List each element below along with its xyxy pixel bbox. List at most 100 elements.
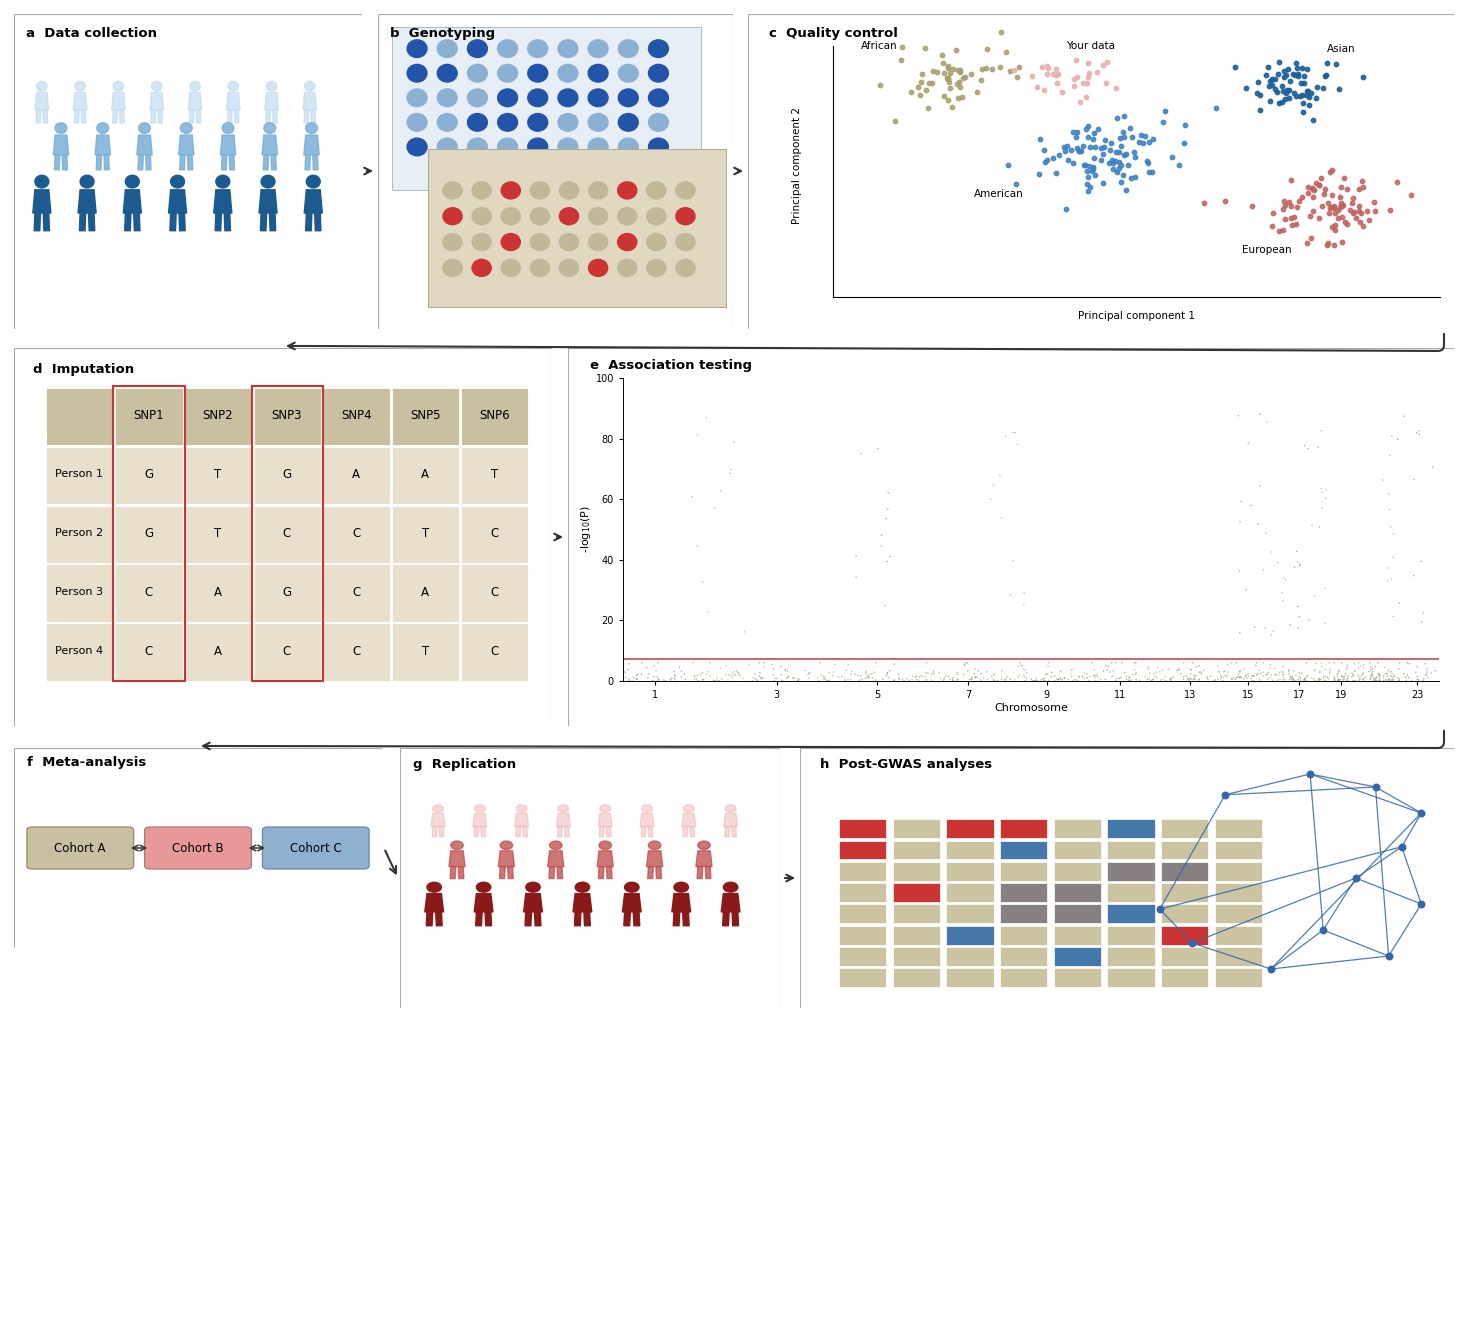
Circle shape — [170, 175, 185, 188]
Point — [1221, 668, 1245, 689]
Point — [953, 655, 976, 676]
Point — [1101, 660, 1124, 681]
Text: h  Post-GWAS analyses: h Post-GWAS analyses — [819, 758, 992, 771]
Point — [1308, 670, 1331, 691]
Point — [920, 670, 944, 691]
Point — [1248, 670, 1271, 691]
Point — [937, 69, 960, 90]
Point — [1348, 668, 1371, 689]
Point — [711, 668, 734, 689]
Point — [1004, 422, 1028, 443]
Circle shape — [618, 65, 639, 82]
Point — [1327, 79, 1351, 100]
FancyBboxPatch shape — [1161, 820, 1208, 838]
Point — [1277, 670, 1301, 691]
Point — [1160, 146, 1183, 167]
Polygon shape — [606, 826, 611, 837]
Point — [1022, 670, 1045, 691]
Text: G: G — [144, 527, 153, 539]
Point — [1279, 667, 1302, 688]
Point — [1227, 664, 1251, 685]
Point — [973, 57, 997, 78]
Point — [1387, 670, 1411, 691]
Point — [1314, 659, 1337, 680]
Point — [1064, 127, 1088, 148]
Point — [937, 58, 960, 79]
Point — [1351, 177, 1374, 198]
Point — [1252, 662, 1276, 683]
FancyBboxPatch shape — [47, 447, 113, 503]
Polygon shape — [258, 190, 277, 214]
Point — [1132, 132, 1155, 153]
Circle shape — [526, 882, 540, 892]
Point — [647, 668, 671, 689]
Point — [1381, 670, 1405, 691]
Point — [1267, 51, 1290, 72]
Point — [1111, 121, 1135, 142]
FancyBboxPatch shape — [1161, 862, 1208, 880]
Point — [1277, 659, 1301, 680]
Point — [1284, 664, 1308, 685]
Polygon shape — [565, 826, 570, 837]
Circle shape — [501, 841, 512, 850]
Circle shape — [589, 113, 608, 132]
Point — [963, 663, 986, 684]
Point — [1273, 194, 1296, 215]
Point — [1129, 125, 1152, 146]
Point — [981, 58, 1004, 79]
Point — [1334, 670, 1358, 691]
Text: G: G — [144, 468, 153, 481]
Point — [1151, 668, 1174, 689]
Point — [1227, 662, 1251, 683]
Point — [763, 668, 787, 689]
Polygon shape — [266, 109, 270, 123]
Point — [998, 584, 1022, 605]
Point — [898, 82, 922, 103]
Point — [1061, 659, 1085, 680]
Polygon shape — [188, 156, 192, 170]
Point — [1224, 652, 1248, 673]
Point — [1302, 668, 1326, 689]
FancyBboxPatch shape — [185, 623, 251, 680]
FancyBboxPatch shape — [947, 904, 994, 923]
Point — [1323, 195, 1346, 216]
Point — [713, 655, 737, 676]
Point — [769, 656, 793, 677]
Point — [1381, 667, 1405, 688]
Point — [1171, 652, 1195, 673]
Point — [1123, 652, 1147, 673]
Point — [948, 76, 972, 98]
FancyBboxPatch shape — [427, 149, 725, 307]
FancyBboxPatch shape — [1161, 925, 1208, 945]
Point — [1123, 146, 1147, 167]
Circle shape — [222, 123, 233, 133]
Point — [1179, 659, 1202, 680]
Point — [1330, 666, 1353, 687]
Point — [1298, 763, 1321, 784]
Point — [672, 663, 696, 684]
Point — [1409, 894, 1433, 915]
Point — [941, 58, 964, 79]
Circle shape — [498, 90, 518, 107]
Point — [1290, 57, 1314, 78]
Point — [762, 671, 785, 692]
Polygon shape — [216, 214, 222, 231]
Point — [1342, 666, 1365, 687]
Point — [1376, 663, 1399, 684]
Point — [1358, 210, 1381, 231]
Point — [1246, 514, 1270, 535]
Circle shape — [618, 138, 639, 156]
Point — [1305, 173, 1329, 194]
Polygon shape — [145, 156, 151, 170]
Point — [809, 652, 832, 673]
Point — [1381, 606, 1405, 627]
FancyBboxPatch shape — [392, 506, 459, 563]
Polygon shape — [75, 109, 79, 123]
Point — [969, 663, 992, 684]
Polygon shape — [273, 109, 277, 123]
Circle shape — [517, 805, 527, 812]
Circle shape — [498, 138, 518, 156]
Point — [1245, 664, 1268, 685]
Polygon shape — [498, 851, 514, 867]
Polygon shape — [474, 894, 493, 912]
